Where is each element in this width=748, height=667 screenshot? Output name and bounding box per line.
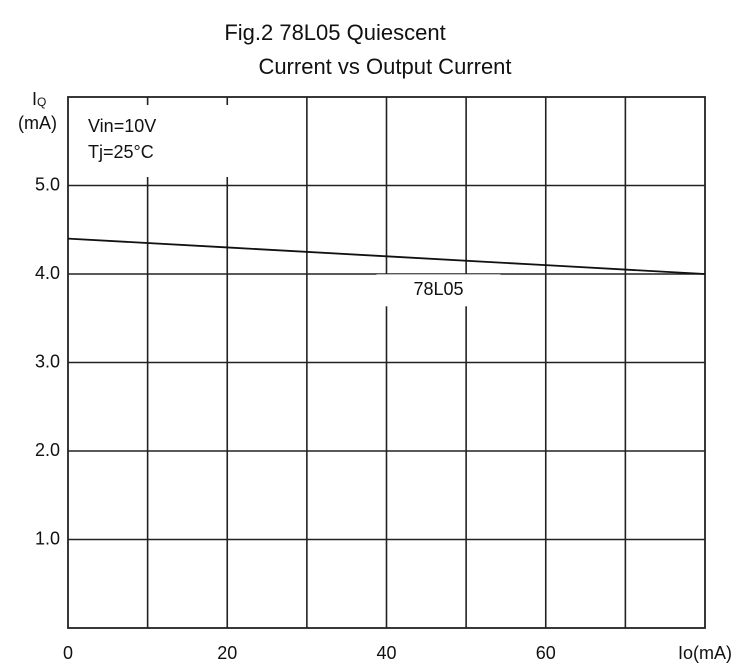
x-tick-label: 20: [217, 643, 237, 663]
y-tick-label: 5.0: [35, 174, 60, 194]
x-axis-label: Io(mA): [678, 643, 732, 663]
annotation-bg: [70, 105, 240, 177]
y-tick-label: 2.0: [35, 440, 60, 460]
series-label: 78L05: [413, 279, 463, 299]
series-label-bg: [376, 274, 501, 307]
x-tick-label: 40: [376, 643, 396, 663]
x-tick-label: 0: [63, 643, 73, 663]
annotation: Tj=25°C: [88, 142, 154, 162]
x-tick-label: 60: [536, 643, 556, 663]
y-axis-unit: (mA): [18, 113, 57, 133]
chart-title: Fig.2 78L05 Quiescent: [224, 20, 445, 45]
data-line: [67, 237, 706, 275]
y-axis-label: IQ: [32, 89, 46, 109]
y-tick-label: 3.0: [35, 351, 60, 371]
y-tick-label: 1.0: [35, 528, 60, 548]
y-axis-symbol: I: [32, 89, 37, 109]
chart-title: Current vs Output Current: [258, 54, 511, 79]
y-tick-label: 4.0: [35, 263, 60, 283]
y-axis-subscript: Q: [37, 95, 46, 109]
annotation: Vin=10V: [88, 116, 156, 136]
